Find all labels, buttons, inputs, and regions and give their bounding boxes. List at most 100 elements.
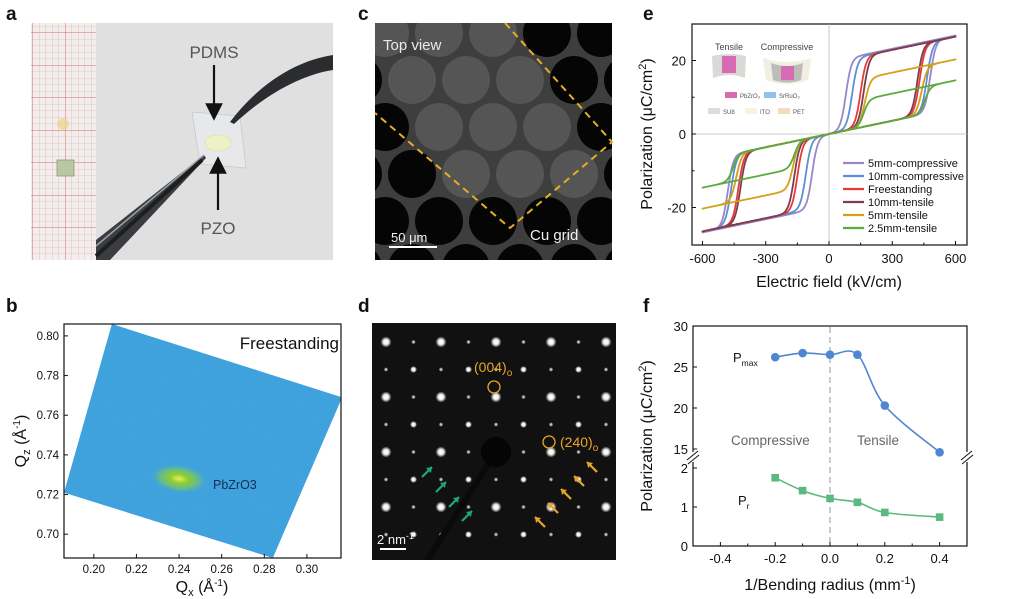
marker-Pr <box>853 498 862 507</box>
diffraction-spot <box>493 422 499 427</box>
marker-Pmax <box>825 350 835 360</box>
y-tick-label-b: 0.80 <box>37 331 59 343</box>
x-tick-label-e: 600 <box>945 251 967 266</box>
diffraction-spot <box>380 446 392 458</box>
diffraction-spot <box>380 501 392 513</box>
y-tick-label-b: 0.70 <box>37 529 59 541</box>
legend-ito: ITO <box>760 110 770 116</box>
grid-hole <box>604 156 612 192</box>
diffraction-spot <box>466 504 471 510</box>
scale-label-d: 2 nm-1 <box>377 531 414 547</box>
panel-c-sem: Top view Cu grid 50 μm <box>374 0 679 260</box>
legend-su8: SU8 <box>723 110 735 116</box>
marker-Pmax <box>880 401 890 410</box>
diffraction-spot <box>466 449 471 455</box>
grid-hole <box>496 0 544 10</box>
strain-inset: Tensile Compressive PbZrO₃ SrRuO₃ SU8 IT… <box>708 42 813 116</box>
grid-hole <box>577 103 612 151</box>
pe-loop-2.5mm-tensile <box>701 79 957 189</box>
diffraction-spot <box>603 477 609 482</box>
diffraction-spot <box>493 367 499 372</box>
y-tick-label-b: 0.76 <box>37 410 59 422</box>
diffraction-spot <box>545 446 557 458</box>
diffraction-spot <box>493 477 499 482</box>
covered-grid-hole <box>496 56 544 104</box>
diffraction-spot <box>410 366 417 373</box>
legend-label-5mm-tensile: 5mm-tensile <box>868 210 928 222</box>
sample-spot <box>57 118 69 130</box>
grid-hole <box>375 157 382 191</box>
label-compressive: Compressive <box>731 433 810 448</box>
covered-grid-hole <box>388 56 436 104</box>
diffraction-spot <box>465 366 472 373</box>
panel-f-chart: -0.4 -0.2 0.0 0.2 0.4 15 20 25 30 0 1 2 Compressive… <box>637 319 974 594</box>
x-tick-label-b: 0.24 <box>168 564 191 576</box>
y-tick-label-f-lower: 2 <box>681 461 688 476</box>
marker-Pr <box>798 486 807 495</box>
diffraction-spot <box>548 422 554 427</box>
legend-sro: SrRuO₃ <box>779 94 800 100</box>
grid-hole <box>523 23 571 57</box>
diffraction-spot <box>493 532 499 537</box>
diffraction-spot <box>383 477 389 482</box>
label-pbzro3-text: PbZrO3 <box>213 478 257 492</box>
diffraction-spot <box>380 391 392 403</box>
legend-swatch-pzo <box>725 92 737 98</box>
diffraction-spot <box>435 391 447 403</box>
diffraction-spot <box>575 366 582 373</box>
y-tick-label-e: -20 <box>667 201 686 216</box>
y-tick-label-f-upper: 15 <box>674 442 688 457</box>
green-arrow-head <box>440 482 446 488</box>
diffraction-spot <box>545 336 557 348</box>
green-arrow-head <box>426 467 432 473</box>
beam-stopper <box>481 437 511 467</box>
pzo-film <box>204 134 232 152</box>
label-tensile: Tensile <box>857 433 899 448</box>
covered-grid-hole <box>523 103 571 151</box>
label-cu-grid: Cu grid <box>530 227 578 244</box>
circle-240 <box>542 435 556 449</box>
diffraction-spot <box>383 367 389 372</box>
grid-hole <box>550 56 598 104</box>
y-tick-label-f-upper: 20 <box>674 401 688 416</box>
diffraction-spot <box>466 339 471 345</box>
grid-hole <box>389 244 435 260</box>
grid-hole <box>631 9 679 57</box>
sample-square <box>56 159 75 177</box>
tensile-pzo <box>722 56 736 73</box>
x-tick-label-e: -600 <box>689 251 715 266</box>
diffraction-spot <box>600 446 612 458</box>
diffraction-spot <box>383 422 389 427</box>
diffraction-spot <box>521 394 526 400</box>
panel-label-f: f <box>643 296 650 317</box>
grid-hole <box>388 0 436 10</box>
xlabel-e: Electric field (kV/cm) <box>756 274 902 291</box>
axis-break-left <box>686 450 699 461</box>
diffraction-spot <box>411 339 416 345</box>
orange-arrow-head <box>561 489 567 495</box>
x-tick-label-e: -300 <box>753 251 779 266</box>
y-tick-label-f-lower: 1 <box>681 500 688 515</box>
y-tick-label-f-upper: 30 <box>674 319 688 334</box>
grid-hole <box>523 197 571 245</box>
green-arrow-head <box>466 511 472 517</box>
tweezer-right <box>230 55 333 124</box>
diffraction-spot <box>490 501 502 513</box>
pbzro3-peak <box>149 463 209 495</box>
marker-Pr <box>881 508 889 517</box>
orange-arrow-head <box>587 462 593 468</box>
grid-hole <box>604 62 612 98</box>
x-tick-label-f: 0.2 <box>876 551 894 566</box>
marker-Pr <box>935 513 944 521</box>
legend-label-2.5mm-tensile: 2.5mm-tensile <box>868 223 937 235</box>
y-tick-label-f-lower: 0 <box>681 539 688 554</box>
diffraction-spot <box>548 367 554 372</box>
label-freestanding: Freestanding <box>240 334 339 353</box>
label-240: (240)o <box>560 434 599 454</box>
marker-Pmax <box>770 352 780 362</box>
diffraction-spot <box>438 477 444 482</box>
marker-Pmax <box>935 447 944 457</box>
legend-swatch-pet <box>778 108 790 114</box>
diffraction-spot <box>603 532 609 537</box>
